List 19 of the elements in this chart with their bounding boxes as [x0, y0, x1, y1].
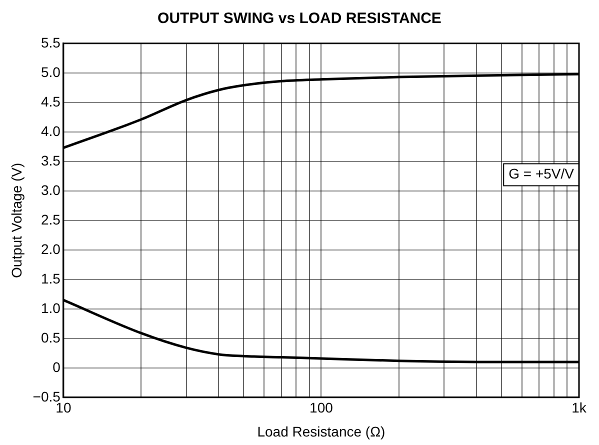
y-tick-label: 5.5 [40, 34, 61, 50]
y-tick-label: 3.0 [40, 182, 61, 198]
y-tick-label: 5.0 [40, 64, 61, 80]
y-tick-label: 1.0 [40, 300, 61, 316]
annotation: G = +5V/V [508, 166, 575, 182]
y-tick-label: 3.5 [40, 152, 61, 168]
y-tick-label: 4.5 [40, 93, 61, 110]
y-axis-title: Output Voltage (V) [8, 162, 24, 278]
x-axis-title: Load Resistance (Ω) [257, 423, 386, 440]
y-tick-label: 0 [52, 358, 61, 375]
chart-title: OUTPUT SWING vs LOAD RESISTANCE [156, 9, 442, 29]
y-tick-label: 2.5 [40, 211, 61, 228]
y-tick-label: 0.5 [40, 329, 61, 346]
y-tick-label: 1.5 [40, 270, 61, 286]
y-tick-label: 4.0 [40, 122, 61, 139]
y-tick-label: 2.0 [40, 240, 61, 257]
x-tick-label: 1k [572, 400, 588, 416]
y-tick-label: −0.5 [32, 388, 61, 404]
x-tick-label: 100 [310, 400, 334, 416]
